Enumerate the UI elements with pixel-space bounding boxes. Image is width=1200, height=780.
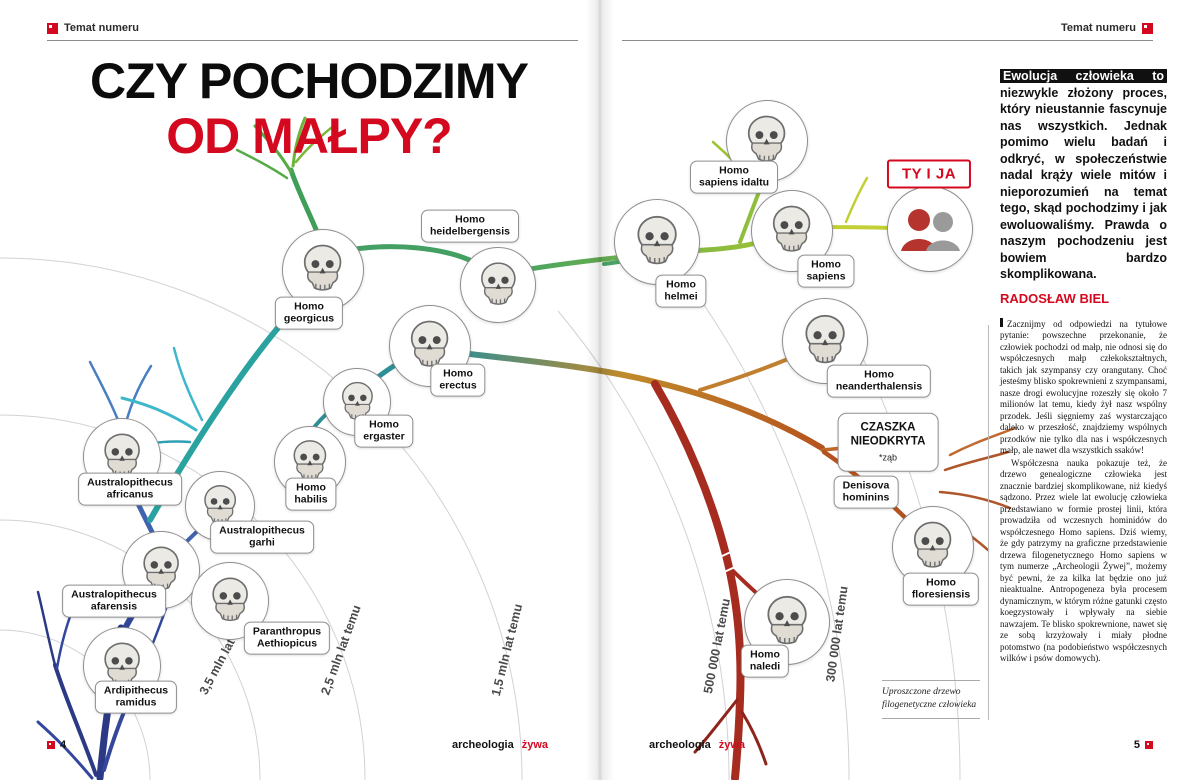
footer-brand-right: archeologia żywa [627, 739, 767, 751]
skull-icon [637, 215, 677, 265]
header-left-label: Temat numeru [64, 22, 139, 34]
section-marker-icon [47, 22, 58, 34]
node-homo-ergaster-label: Homo ergaster [354, 414, 414, 448]
node-undiscovered-skull-box: CZASZKA NIEODKRYTA *ząb [837, 412, 939, 472]
title-line-1: CZY POCHODZIMY [90, 53, 529, 109]
page-number-left: 4 [60, 739, 67, 751]
brand-name: archeologia [648, 739, 711, 751]
body-paragraph-1-text: Zacznijmy od odpowiedzi na tytułowe pyta… [1000, 318, 1167, 456]
node-homo-helmei-label: Homo helmei [655, 274, 707, 308]
intro-highlight: Ewolucja człowieka to [1000, 69, 1167, 83]
footer-brand-left: archeologia żywa [430, 739, 570, 751]
skull-icon [805, 314, 845, 364]
footer-marker-icon [1145, 741, 1153, 749]
node-homo-sapiens-idaltu-label: Homo sapiens idaltu [689, 160, 779, 194]
column-rule [988, 325, 989, 720]
branch-red [651, 380, 780, 780]
undiscovered-skull-note: *ząb [878, 452, 897, 463]
header-rule-right [622, 40, 1153, 41]
body-paragraph-1: Zacznijmy od odpowiedzi na tytułowe pyta… [1000, 317, 1167, 457]
skull-icon [773, 206, 811, 253]
node-homo-sapiens-label: Homo sapiens [797, 254, 855, 288]
node-homo-heidelbergensis-label: Homo heidelbergensis [421, 209, 519, 243]
skull-icon [480, 261, 516, 305]
article-body: Zacznijmy od odpowiedzi na tytułowe pyta… [1000, 317, 1167, 665]
section-marker-icon [1142, 22, 1153, 34]
node-homo-georgicus-label: Homo georgicus [274, 296, 344, 330]
node-denisova-hominins-label: Denisova hominins [833, 475, 899, 509]
people-icon [901, 209, 960, 251]
footer-right-page-number: 5 [1134, 739, 1153, 751]
undiscovered-skull-title: CZASZKA NIEODKRYTA [850, 421, 926, 448]
node-australopithecus-afarensis-label: Australopithecus afarensis [62, 584, 166, 618]
node-australopithecus-garhi-label: Australopithecus garhi [210, 520, 314, 554]
node-ardipithecus-ramidus-label: Ardipithecus ramidus [94, 680, 178, 714]
footer-marker-icon [47, 741, 55, 749]
tree-caption: Uproszczone drzewo filogenetyczne człowi… [882, 680, 980, 719]
title-line-2: OD MAŁPY? [166, 107, 452, 164]
brand-name-accent: żywa [718, 739, 746, 751]
node-homo-habilis-label: Homo habilis [285, 477, 337, 511]
page-number-right: 5 [1133, 739, 1140, 751]
brand-name-accent: żywa [521, 739, 549, 751]
brand-name: archeologia [451, 739, 514, 751]
article-author: RADOSŁAW BIEL [1000, 290, 1110, 306]
intro-rest: niezwykle złożony proces, który nieustan… [1000, 85, 1167, 282]
skull-icon [914, 522, 952, 569]
node-homo-erectus-label: Homo erectus [430, 363, 486, 397]
node-homo-floresiensis-label: Homo floresiensis [902, 572, 980, 606]
header-right-label: Temat numeru [1061, 22, 1136, 34]
paragraph-marker [1000, 317, 1003, 327]
skull-icon [304, 245, 342, 292]
page-title: CZY POCHODZIMY OD MAŁPY? [72, 54, 546, 163]
node-australopithecus-africanus-label: Australopithecus africanus [78, 472, 182, 506]
node-homo-neanderthalensis-label: Homo neanderthalensis [826, 364, 932, 398]
node-homo-helmei-skull [614, 199, 700, 285]
header-right: Temat numeru [1061, 22, 1153, 34]
you-and-me-box: TY I JA [886, 159, 972, 189]
footer-left-page-number: 4 [47, 739, 66, 751]
article-intro: Ewolucja człowieka to niezwykle złożony … [1000, 68, 1167, 283]
header-rule-left [47, 40, 578, 41]
you-and-me-circle [887, 186, 973, 272]
node-homo-naledi-label: Homo naledi [740, 644, 790, 678]
header-left: Temat numeru [47, 22, 139, 34]
node-homo-heidelbergensis-skull [460, 247, 536, 323]
article-column: Ewolucja człowieka to niezwykle złożony … [1000, 68, 1167, 665]
node-paranthropus-aethiopicus-label: Paranthropus Aethiopicus [243, 621, 331, 655]
body-paragraph-2: Współczesna nauka pokazuje też, że drzew… [1000, 458, 1167, 665]
body-paragraph-2-text: Współczesna nauka pokazuje też, że drzew… [1000, 457, 1167, 664]
